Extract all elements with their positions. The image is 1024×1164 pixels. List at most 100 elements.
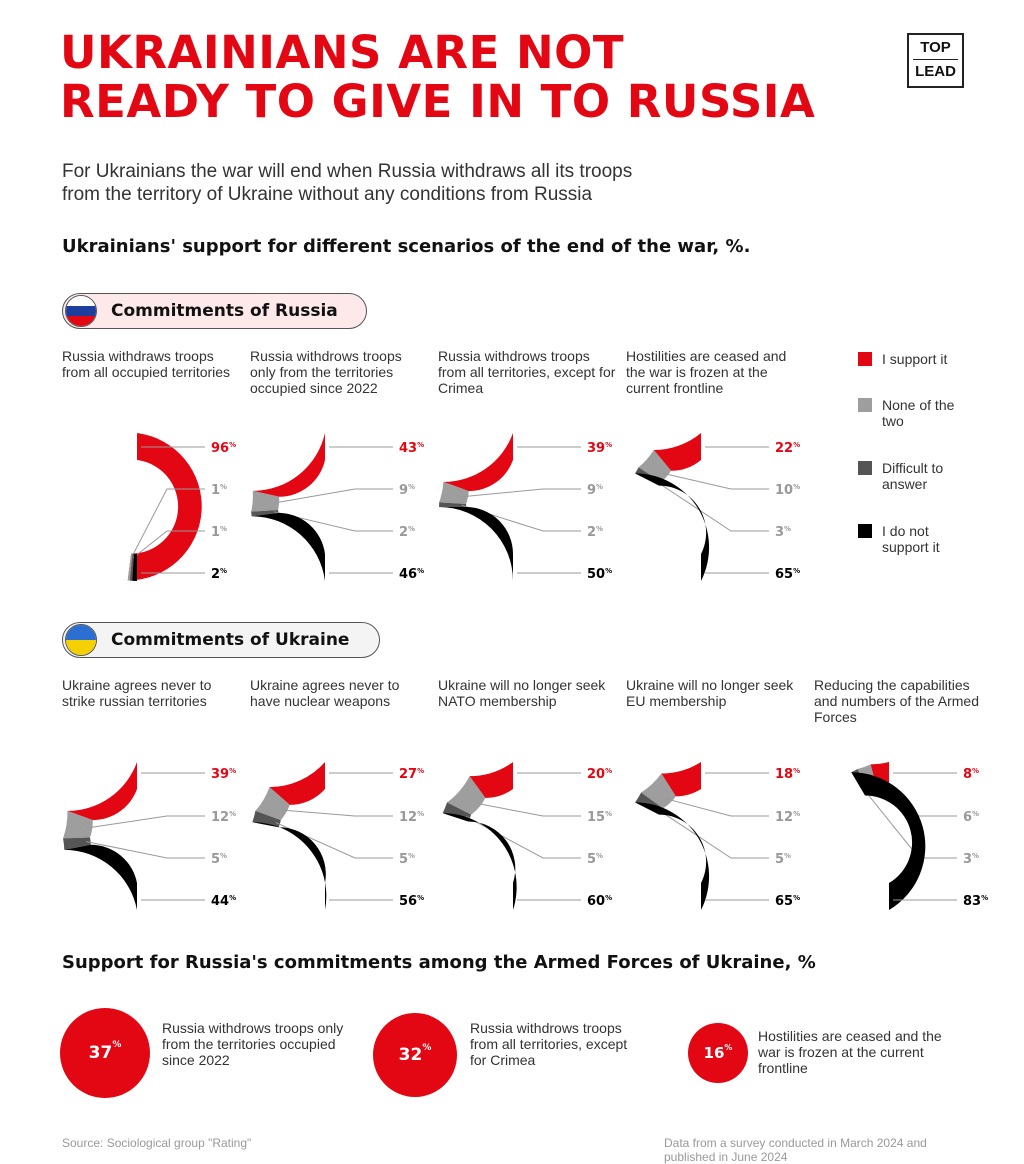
half-donut-chart: 18% 12% 5% 65% (635, 762, 800, 910)
leader-line (662, 472, 769, 490)
value-label: 46% (399, 567, 424, 582)
scenario-label: Hostilities are ceased and the war is fr… (626, 348, 787, 396)
leader-line (656, 481, 769, 532)
donut-segment (252, 822, 327, 910)
value-label: 5% (775, 852, 791, 867)
half-donut-chart: 20% 15% 5% 60% (442, 762, 612, 910)
value-label: 50% (587, 567, 612, 582)
leader-line (474, 802, 581, 817)
half-donut-chart: 22% 10% 3% 65% (635, 433, 800, 582)
donut-segment (130, 553, 135, 581)
armed-forces-title: Support for Russia's commitments among t… (62, 952, 816, 973)
scenario-label: Russia withdrows troops from all territo… (438, 348, 616, 396)
value-label: 44% (211, 894, 236, 909)
donut-segment (64, 844, 137, 910)
value-label: 9% (587, 483, 603, 498)
value-label: 83% (963, 894, 988, 909)
half-donut-chart: 8% 6% 3% 83% (851, 762, 988, 910)
value-label: 39% (587, 441, 612, 456)
group-russia-pill: Commitments of Russia (62, 293, 367, 329)
legend-label: None of the two (882, 397, 955, 429)
donut-segment (251, 509, 279, 517)
leader-line (463, 488, 581, 498)
ukraine-flag-icon (65, 624, 97, 656)
value-label: 15% (587, 810, 612, 825)
value-label: 1% (211, 483, 227, 498)
leader-line (130, 488, 205, 558)
donut-segment (447, 776, 486, 815)
value-label: 43% (399, 441, 424, 456)
source: Source: Sociological group "Rating" (62, 1136, 252, 1150)
value-label: 27% (399, 767, 424, 782)
russia-flag-icon (65, 295, 97, 327)
half-donut-chart: 39% 12% 5% 44% (63, 762, 236, 910)
legend-swatch-none (858, 398, 872, 412)
donut-segment (67, 762, 137, 821)
scenario-label: Ukraine agrees never to strike russian t… (62, 677, 212, 709)
bubble-label: Russia withdrows troops only from the te… (162, 1020, 344, 1068)
legend-label: Difficult to answer (882, 460, 944, 492)
donut-segment (439, 481, 469, 505)
legend-label: I support it (882, 351, 948, 367)
legend-swatch-support (858, 352, 872, 366)
donut-segment (638, 449, 672, 482)
bubble-label: Russia withdrows troops from all territo… (470, 1020, 628, 1068)
donut-segment (661, 762, 701, 797)
value-label: 10% (775, 483, 800, 498)
top-lead-logo: TOP LEAD (907, 33, 964, 88)
survey-note: Data from a survey conducted in March 20… (664, 1136, 927, 1164)
value-label: 39% (211, 767, 236, 782)
donut-segment (251, 490, 280, 512)
leader-line (465, 816, 581, 859)
donut-segment (469, 762, 513, 798)
legend-swatch-not-support (858, 524, 872, 538)
leader-line (86, 815, 205, 829)
leader-line (274, 511, 393, 532)
value-label: 5% (587, 852, 603, 867)
donut-segment (635, 802, 710, 910)
question-title: Ukrainians' support for different scenar… (62, 236, 751, 257)
value-label: 3% (775, 525, 791, 540)
leader-line (657, 808, 769, 859)
donut-segment (439, 502, 467, 507)
value-label: 6% (963, 810, 979, 825)
value-label: 2% (587, 525, 603, 540)
half-donut-chart: 43% 9% 2% 46% (251, 433, 424, 582)
donut-segment (641, 773, 676, 809)
bubble-37: 37% (60, 1008, 150, 1098)
donut-segment (255, 787, 290, 821)
value-label: 2% (211, 567, 227, 582)
donut-segment (439, 507, 513, 581)
value-label: 2% (399, 525, 415, 540)
half-donut-chart: 96% 1% 1% 2% (127, 433, 236, 582)
value-label: 65% (775, 567, 800, 582)
value-label: 12% (775, 810, 800, 825)
bubble-label: Hostilities are ceased and the war is fr… (758, 1028, 942, 1076)
leader-line (665, 798, 769, 817)
donut-segment (269, 762, 325, 805)
value-label: 22% (775, 441, 800, 456)
group-ukraine-pill: Commitments of Ukraine (62, 622, 380, 658)
legend-label: I do not support it (882, 523, 940, 555)
value-label: 1% (211, 525, 227, 540)
scenario-label: Reducing the capabilities and numbers of… (814, 677, 979, 725)
value-label: 65% (775, 894, 800, 909)
leader-line (274, 488, 393, 504)
donut-segment (635, 473, 710, 581)
donut-segment (443, 433, 513, 492)
scenario-label: Ukraine will no longer seek EU membershi… (626, 677, 794, 709)
leader-line (275, 822, 393, 859)
value-label: 60% (587, 894, 612, 909)
value-label: 12% (211, 810, 236, 825)
scenario-label: Ukraine will no longer seek NATO members… (438, 677, 606, 709)
legend-swatch-difficult (858, 461, 872, 475)
donut-segment (63, 810, 93, 839)
half-donut-chart: 27% 12% 5% 56% (252, 762, 424, 910)
scenario-label: Russia withdraws troops from all occupie… (62, 348, 231, 380)
value-label: 3% (963, 852, 979, 867)
leader-line (132, 530, 205, 559)
donut-segment (127, 553, 133, 581)
donut-segment (251, 512, 325, 581)
value-label: 8% (963, 767, 979, 782)
donut-segment (132, 553, 137, 581)
